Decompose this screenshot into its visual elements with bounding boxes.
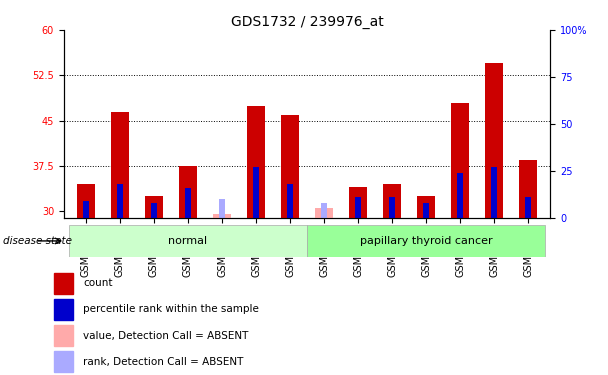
Bar	[485, 63, 503, 217]
Text: count: count	[83, 278, 113, 288]
Text: papillary thyroid cancer: papillary thyroid cancer	[360, 236, 492, 246]
Bar	[307, 225, 545, 257]
Bar	[83, 201, 89, 217]
Bar	[519, 160, 537, 218]
Bar	[491, 167, 497, 218]
Bar	[457, 172, 463, 217]
Bar	[349, 187, 367, 218]
Bar	[117, 184, 123, 218]
Bar	[54, 325, 73, 346]
Bar	[315, 209, 333, 218]
Bar	[213, 214, 232, 217]
Bar	[253, 167, 259, 218]
Bar	[54, 299, 73, 320]
Bar	[151, 202, 157, 217]
Bar	[423, 202, 429, 217]
Bar	[281, 115, 299, 218]
Bar	[185, 188, 191, 218]
Text: value, Detection Call = ABSENT: value, Detection Call = ABSENT	[83, 330, 249, 340]
Bar	[355, 197, 361, 217]
Bar	[451, 103, 469, 218]
Bar	[54, 351, 73, 372]
Text: percentile rank within the sample: percentile rank within the sample	[83, 304, 259, 314]
Bar	[111, 112, 130, 218]
Bar	[525, 197, 531, 217]
Bar	[145, 196, 164, 217]
Bar	[287, 184, 293, 218]
Text: rank, Detection Call = ABSENT: rank, Detection Call = ABSENT	[83, 357, 244, 367]
Bar	[69, 225, 307, 257]
Text: normal: normal	[168, 236, 207, 246]
Bar	[54, 273, 73, 294]
Title: GDS1732 / 239976_at: GDS1732 / 239976_at	[230, 15, 384, 29]
Bar	[247, 106, 265, 218]
Bar	[321, 202, 327, 217]
Text: disease state: disease state	[3, 236, 72, 246]
Bar	[219, 199, 225, 217]
Bar	[389, 197, 395, 217]
Bar	[382, 184, 401, 218]
Bar	[77, 184, 95, 218]
Bar	[416, 196, 435, 217]
Bar	[179, 166, 198, 218]
